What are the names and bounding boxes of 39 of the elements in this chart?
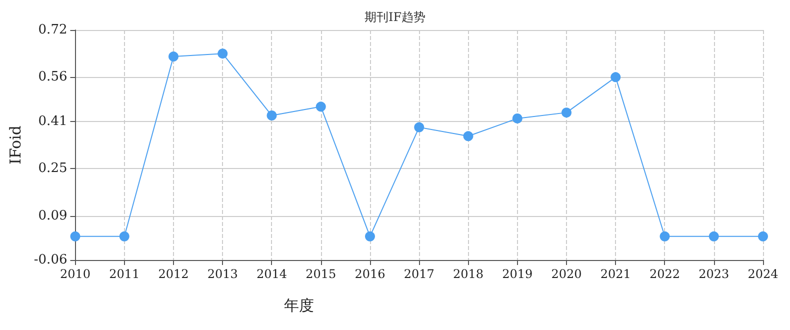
x-tick-label: 2020 <box>551 267 582 281</box>
x-tick-label: 2015 <box>306 267 336 281</box>
y-tick-label: 0.25 <box>38 161 68 176</box>
point <box>708 231 719 242</box>
point <box>610 72 621 82</box>
y-tick-label: -0.06 <box>34 252 68 268</box>
point <box>168 52 178 62</box>
x-tick-label: 2016 <box>354 267 386 281</box>
point <box>266 110 277 121</box>
point <box>562 108 572 118</box>
x-tick-label: 2023 <box>698 267 730 281</box>
x-axis-title: 年度 <box>284 296 314 314</box>
y-tick-label: 0.09 <box>38 208 68 224</box>
point <box>119 231 130 242</box>
y-tick-label: 0.72 <box>38 22 68 38</box>
x-tick-label: 2013 <box>207 267 238 281</box>
x-tick-label: 2021 <box>600 267 631 281</box>
x-tick-label: 2019 <box>502 267 533 281</box>
x-tick-label: 2022 <box>649 267 680 281</box>
point <box>512 113 522 124</box>
x-tick-label: 2018 <box>452 267 484 281</box>
point <box>660 231 670 242</box>
chart-title: 期刊IF趋势 <box>364 10 426 24</box>
x-tick-label: 2017 <box>404 267 434 281</box>
x-tick-label: 2024 <box>748 267 779 281</box>
point <box>316 102 326 112</box>
point <box>758 231 768 242</box>
x-tick-label: 2014 <box>256 267 288 281</box>
x-tick-label: 2012 <box>158 267 189 281</box>
point <box>414 122 424 132</box>
point <box>463 131 474 142</box>
point <box>218 48 228 59</box>
point <box>365 231 375 242</box>
y-tick-label: 0.41 <box>38 114 68 129</box>
point <box>70 231 80 242</box>
y-axis-title: IFoid <box>6 125 24 164</box>
y-tick-label: 0.56 <box>38 70 68 85</box>
x-tick-label: 2010 <box>60 267 91 281</box>
x-tick-label: 2011 <box>109 267 140 281</box>
